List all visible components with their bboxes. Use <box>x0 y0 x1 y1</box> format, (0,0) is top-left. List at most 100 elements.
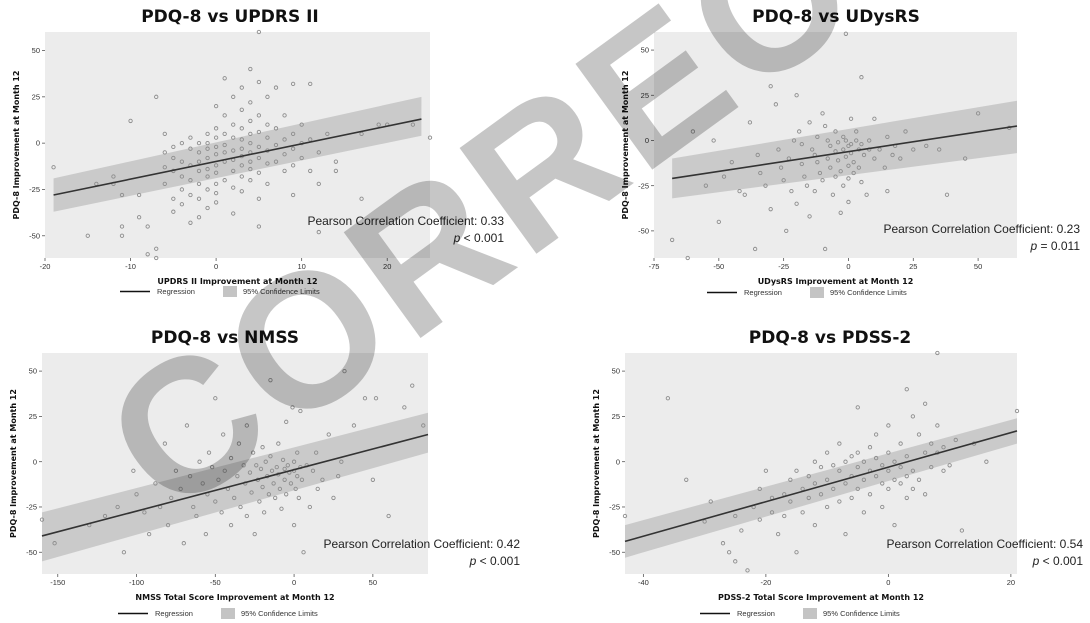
data-point <box>690 129 696 134</box>
data-point <box>205 187 210 192</box>
chart-panel-2: PDQ-8 vs UDysRS -75 -50 -25 0 25 50 -50 -25 0 25 50… <box>621 7 1080 298</box>
data-point <box>256 155 262 161</box>
data-point <box>273 126 279 131</box>
data-point <box>276 441 281 446</box>
data-point <box>197 459 202 464</box>
data-point <box>179 202 185 207</box>
data-point <box>162 131 167 137</box>
data-point <box>892 522 897 528</box>
data-point <box>282 152 287 157</box>
confidence-band <box>42 412 428 562</box>
data-point <box>797 129 802 134</box>
chart-panel-1: PDQ-8 vs UPDRS II -20 -10 0 10 20 -50 -25 0 25 50 U… <box>12 7 504 297</box>
data-point <box>721 174 727 179</box>
legend: Regression 95% Confidence Limits <box>700 608 900 619</box>
data-point <box>196 215 202 220</box>
data-point <box>815 160 820 165</box>
data-point <box>252 531 257 537</box>
data-point <box>239 107 244 112</box>
data-point <box>886 468 891 473</box>
data-point <box>843 31 849 36</box>
data-point <box>848 141 854 147</box>
data-point <box>260 445 265 450</box>
data-point <box>206 450 212 455</box>
data-point <box>333 168 339 174</box>
data-point <box>250 450 256 455</box>
data-point <box>922 492 928 497</box>
data-point <box>726 550 732 555</box>
data-point <box>778 165 784 170</box>
x-tick-label: -10 <box>125 262 136 271</box>
data-point <box>804 183 810 188</box>
data-point <box>213 200 219 205</box>
data-point <box>85 233 90 238</box>
legend-band-label: 95% Confidence Limits <box>830 288 907 297</box>
data-point <box>843 138 849 143</box>
data-point <box>791 138 797 143</box>
data-point <box>373 396 379 401</box>
data-point <box>886 450 891 455</box>
data-point <box>256 170 262 175</box>
data-point <box>837 468 842 473</box>
data-point <box>205 146 210 151</box>
data-point <box>716 219 721 224</box>
data-point <box>953 437 958 443</box>
confidence-band <box>625 418 1017 558</box>
data-point <box>825 156 830 161</box>
data-point <box>910 486 916 492</box>
data-point <box>794 201 799 206</box>
data-point <box>855 450 860 455</box>
data-point <box>817 170 823 176</box>
data-point <box>310 468 316 473</box>
data-point <box>244 423 249 428</box>
data-point <box>271 481 276 486</box>
data-point <box>290 163 296 168</box>
pearson-correlation-text: Pearson Correlation Coefficient: 0.42 <box>323 537 520 551</box>
x-tick-label: -50 <box>210 578 221 587</box>
data-point <box>200 481 205 486</box>
data-point <box>665 396 671 401</box>
data-point <box>820 111 825 116</box>
data-point <box>254 463 259 468</box>
data-point <box>846 176 851 181</box>
data-point <box>263 459 268 464</box>
data-point <box>247 470 253 475</box>
y-tick-label: -25 <box>609 503 620 512</box>
data-point <box>178 486 183 492</box>
data-point <box>273 85 279 90</box>
data-point <box>782 513 787 519</box>
data-point <box>320 477 325 482</box>
data-point <box>51 165 56 170</box>
y-tick-label: -25 <box>638 181 649 190</box>
data-point <box>855 486 860 492</box>
data-point <box>39 517 45 522</box>
data-point <box>290 146 296 151</box>
data-point <box>941 445 946 450</box>
pearson-correlation-text: Pearson Correlation Coefficient: 0.54 <box>886 537 1083 551</box>
data-point <box>231 185 236 190</box>
data-point <box>111 174 116 179</box>
data-point <box>904 454 909 459</box>
x-tick-label: 20 <box>1007 578 1015 587</box>
data-point <box>273 495 278 501</box>
data-point <box>248 131 253 137</box>
data-point <box>824 450 830 455</box>
data-point <box>239 189 244 194</box>
data-point <box>733 513 738 519</box>
legend-band-swatch <box>223 286 237 297</box>
data-point <box>249 490 254 495</box>
data-point <box>947 463 952 468</box>
p-symbol: p <box>453 231 461 245</box>
data-point <box>959 528 965 533</box>
regression-line <box>672 125 1018 180</box>
data-point <box>333 159 339 164</box>
data-point <box>239 174 244 179</box>
data-point <box>210 464 215 470</box>
data-point <box>745 568 750 573</box>
data-point <box>810 147 815 152</box>
data-point <box>213 135 219 140</box>
pearson-correlation-text: Pearson Correlation Coefficient: 0.33 <box>307 214 504 228</box>
p-value-text: p < 0.001 <box>1032 554 1084 568</box>
data-point <box>222 178 227 183</box>
data-point <box>188 146 193 151</box>
